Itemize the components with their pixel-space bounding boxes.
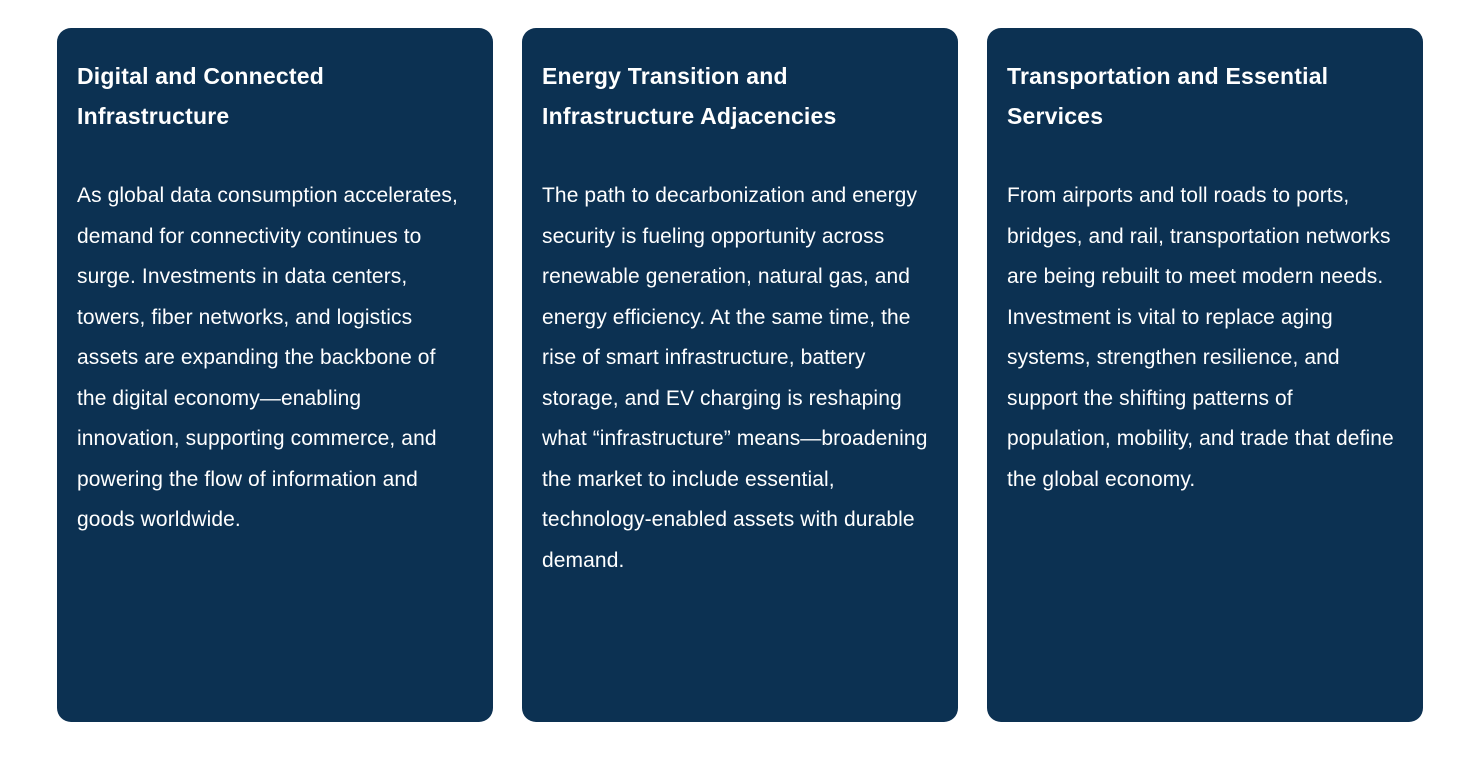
info-card-digital-infrastructure: Digital and Connected Infrastructure As … — [57, 28, 493, 722]
info-card-energy-transition: Energy Transition and Infrastructure Adj… — [522, 28, 958, 722]
card-title: Energy Transition and Infrastructure Adj… — [542, 63, 837, 129]
card-body: From airports and toll roads to ports, b… — [1007, 184, 1394, 491]
card-title: Digital and Connected Infrastructure — [77, 63, 324, 129]
card-body: As global data consumption accelerates, … — [77, 184, 458, 531]
card-body: The path to decarbonization and energy s… — [542, 184, 928, 572]
card-title: Transportation and Essential Services — [1007, 63, 1329, 129]
info-card-transportation-services: Transportation and Essential Services Fr… — [987, 28, 1423, 722]
